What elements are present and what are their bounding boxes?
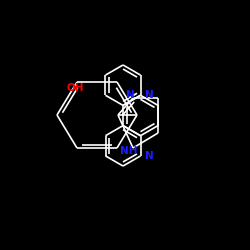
Text: OH: OH xyxy=(66,83,84,93)
Text: NH: NH xyxy=(120,146,138,156)
Text: N: N xyxy=(144,151,153,161)
Text: N: N xyxy=(144,90,153,100)
Text: N: N xyxy=(126,90,134,100)
